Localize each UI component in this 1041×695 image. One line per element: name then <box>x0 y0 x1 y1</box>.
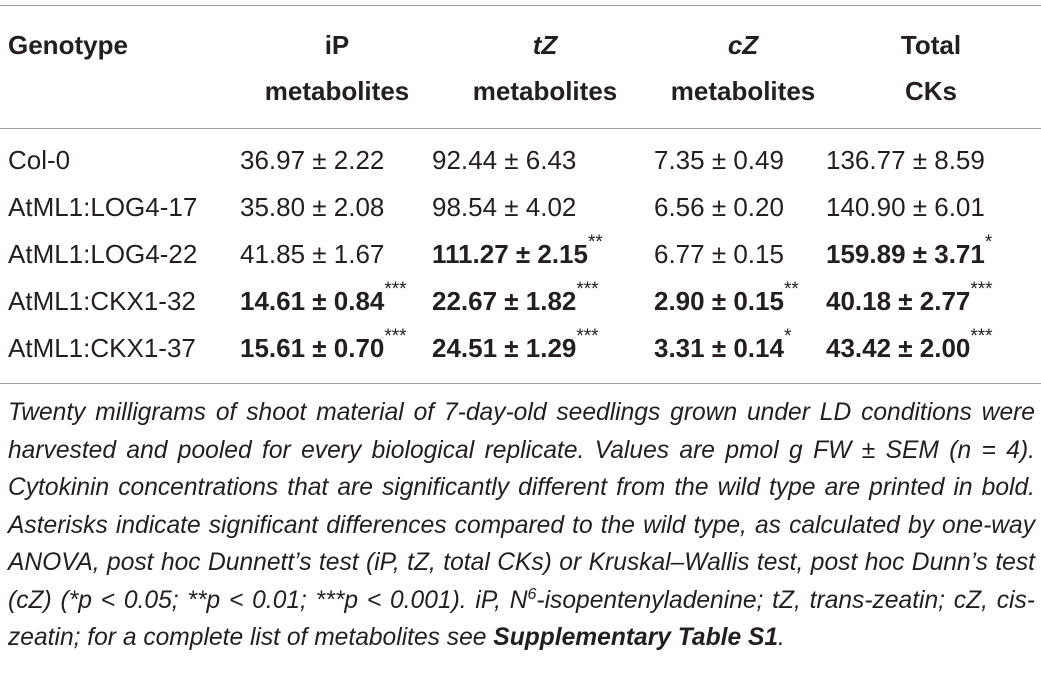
cell-total: 159.89 ± 3.71* <box>826 231 992 278</box>
cell-total-value: 140.90 ± 6.01 <box>826 192 985 222</box>
header-total: Total CKs <box>826 22 1036 114</box>
header-ip: iP metabolites <box>232 22 442 114</box>
cell-total-value: 40.18 ± 2.77 <box>826 286 971 316</box>
cell-total-value: 43.42 ± 2.00 <box>826 333 971 363</box>
footnote-end: . <box>778 624 785 651</box>
cell-tz-value: 98.54 ± 4.02 <box>432 192 577 222</box>
cell-cz-value: 6.56 ± 0.20 <box>654 192 784 222</box>
cell-ip-value: 35.80 ± 2.08 <box>240 192 385 222</box>
cell-total: 140.90 ± 6.01 <box>826 184 985 231</box>
table-row: AtML1:CKX1-32 14.61 ± 0.84*** 22.67 ± 1.… <box>0 278 1041 325</box>
footnote-text: Twenty milligrams of shoot material of 7… <box>8 399 1035 614</box>
header-genotype-label: Genotype <box>8 30 128 60</box>
cell-genotype: AtML1:CKX1-32 <box>8 286 196 316</box>
cell-total: 40.18 ± 2.77*** <box>826 278 993 325</box>
cell-ip: 15.61 ± 0.70*** <box>240 325 407 372</box>
table-row: AtML1:LOG4-17 35.80 ± 2.08 98.54 ± 4.02 … <box>0 184 1041 231</box>
cell-ip-value: 15.61 ± 0.70 <box>240 333 385 363</box>
cell-ip-value: 41.85 ± 1.67 <box>240 239 385 269</box>
cell-cz: 2.90 ± 0.15** <box>654 278 799 325</box>
cell-genotype: AtML1:LOG4-22 <box>8 239 198 269</box>
cell-ip-value: 14.61 ± 0.84 <box>240 286 385 316</box>
cell-tz: 22.67 ± 1.82*** <box>432 278 599 325</box>
cell-total-value: 159.89 ± 3.71 <box>826 239 985 269</box>
cell-ip: 14.61 ± 0.84*** <box>240 278 407 325</box>
significance-marker: *** <box>576 326 599 347</box>
cell-tz-value: 22.67 ± 1.82 <box>432 286 577 316</box>
table-header-rule <box>0 128 1041 129</box>
cell-ip: 36.97 ± 2.22 <box>240 137 384 184</box>
header-total-line1: Total <box>900 30 962 60</box>
header-ip-line1: iP <box>324 30 350 60</box>
cell-tz-value: 111.27 ± 2.15 <box>432 239 588 269</box>
cell-cz: 6.56 ± 0.20 <box>654 184 784 231</box>
footnote-superscript: 6 <box>527 585 537 603</box>
significance-marker: *** <box>970 279 993 300</box>
header-genotype: Genotype <box>8 22 128 68</box>
cell-total: 43.42 ± 2.00*** <box>826 325 993 372</box>
header-ip-line2: metabolites <box>264 76 410 106</box>
significance-marker: * <box>783 326 792 347</box>
header-total-line2: CKs <box>904 76 957 106</box>
cell-cz: 6.77 ± 0.15 <box>654 231 784 278</box>
cell-tz: 98.54 ± 4.02 <box>432 184 576 231</box>
cell-cz: 3.31 ± 0.14* <box>654 325 791 372</box>
cell-total-value: 136.77 ± 8.59 <box>826 145 985 175</box>
table-top-rule <box>0 5 1041 6</box>
cell-cz: 7.35 ± 0.49 <box>654 137 784 184</box>
supplementary-table-link[interactable]: Supplementary Table S1 <box>493 624 779 651</box>
cell-ip-value: 36.97 ± 2.22 <box>240 145 385 175</box>
cell-tz: 111.27 ± 2.15** <box>432 231 603 278</box>
table-bottom-rule <box>0 383 1041 384</box>
header-cz: cZ metabolites <box>654 22 832 114</box>
header-tz-line1: tZ <box>532 30 558 60</box>
table-row: Col-0 36.97 ± 2.22 92.44 ± 6.43 7.35 ± 0… <box>0 137 1041 184</box>
cell-genotype: AtML1:CKX1-37 <box>8 333 196 363</box>
significance-marker: *** <box>970 326 993 347</box>
significance-marker: *** <box>384 326 407 347</box>
footnote-text-continued: -isopentenyladenine; tZ, trans-zeatin; c… <box>8 586 1035 652</box>
table-header: Genotype iP metabolites tZ metabolites c… <box>0 22 1041 122</box>
table-footnote: Twenty milligrams of shoot material of 7… <box>8 394 1035 657</box>
cell-cz-value: 3.31 ± 0.14 <box>654 333 784 363</box>
cell-tz-value: 24.51 ± 1.29 <box>432 333 577 363</box>
significance-marker: *** <box>576 279 599 300</box>
significance-marker: *** <box>384 279 407 300</box>
header-cz-line2: metabolites <box>670 76 816 106</box>
table-row: AtML1:LOG4-22 41.85 ± 1.67 111.27 ± 2.15… <box>0 231 1041 278</box>
header-tz-line2: metabolites <box>472 76 618 106</box>
significance-marker: ** <box>587 232 603 253</box>
cell-ip: 35.80 ± 2.08 <box>240 184 384 231</box>
cell-tz-value: 92.44 ± 6.43 <box>432 145 577 175</box>
cell-cz-value: 2.90 ± 0.15 <box>654 286 784 316</box>
cell-genotype: Col-0 <box>8 145 71 175</box>
header-tz: tZ metabolites <box>440 22 650 114</box>
table-row: AtML1:CKX1-37 15.61 ± 0.70*** 24.51 ± 1.… <box>0 325 1041 372</box>
cell-tz: 24.51 ± 1.29*** <box>432 325 599 372</box>
significance-marker: ** <box>783 279 799 300</box>
cell-cz-value: 7.35 ± 0.49 <box>654 145 784 175</box>
cell-ip: 41.85 ± 1.67 <box>240 231 384 278</box>
table-body: Col-0 36.97 ± 2.22 92.44 ± 6.43 7.35 ± 0… <box>0 137 1041 372</box>
cell-tz: 92.44 ± 6.43 <box>432 137 576 184</box>
cell-cz-value: 6.77 ± 0.15 <box>654 239 784 269</box>
header-cz-line1: cZ <box>727 30 759 60</box>
significance-marker: * <box>984 232 993 253</box>
cell-genotype: AtML1:LOG4-17 <box>8 192 198 222</box>
cell-total: 136.77 ± 8.59 <box>826 137 985 184</box>
